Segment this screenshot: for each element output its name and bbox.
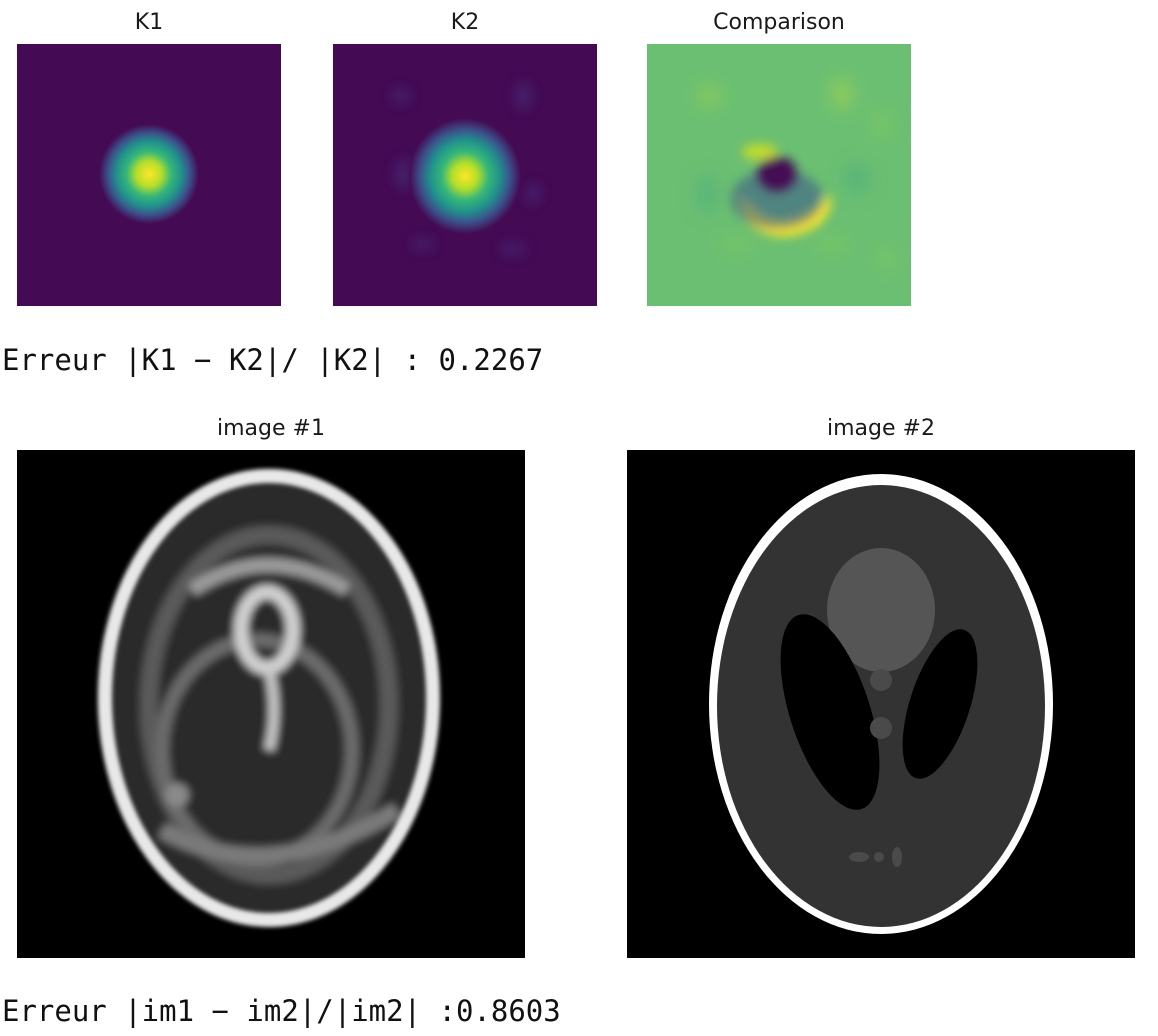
k2-title: K2 <box>450 10 480 35</box>
image2-phantom <box>627 450 1135 958</box>
k1-image <box>17 44 281 306</box>
k2-image <box>333 44 597 306</box>
comparison-image <box>647 44 911 306</box>
image2-title: image #2 <box>827 416 935 441</box>
k1-title: K1 <box>134 10 164 35</box>
image1-reconstruction <box>17 450 525 958</box>
error-output-im: Erreur |im1 − im2|/|im2| :0.8603 <box>2 994 561 1028</box>
image1-title: image #1 <box>217 416 325 441</box>
error-output-k: Erreur |K1 − K2|/ |K2| : 0.2267 <box>2 343 544 377</box>
comparison-title: Comparison <box>713 10 845 35</box>
